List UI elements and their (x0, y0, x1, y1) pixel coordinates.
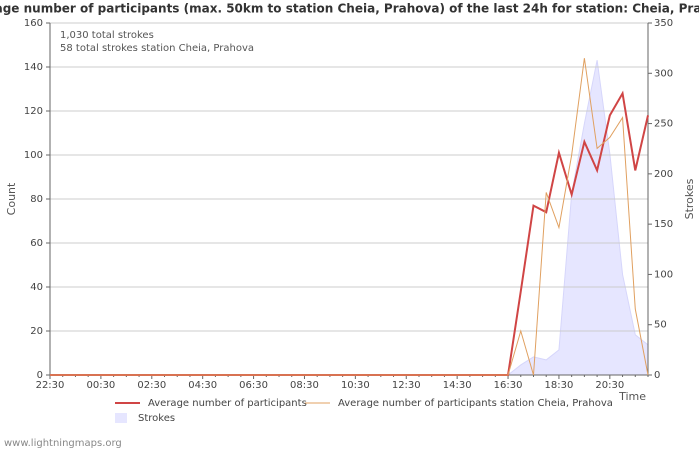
series-line (50, 58, 649, 376)
y2-tick-label: 100 (654, 269, 673, 280)
annotation: 58 total strokes station Cheia, Prahova (60, 43, 254, 54)
legend-label: Average number of participants station C… (338, 398, 613, 409)
y-tick-label: 0 (37, 370, 43, 381)
x-tick-label: 10:30 (341, 380, 370, 391)
y-tick-label: 100 (24, 150, 43, 161)
y-tick-label: 60 (30, 238, 43, 249)
y-tick-label: 160 (24, 18, 43, 29)
y-tick-label: 20 (30, 326, 43, 337)
y2-tick-label: 250 (654, 119, 673, 130)
strokes-area (50, 60, 649, 376)
x-tick-label: 18:30 (545, 380, 574, 391)
y2-tick-label: 50 (654, 320, 667, 331)
annotation: 1,030 total strokes (60, 30, 154, 41)
x-axis-label: Time (618, 390, 646, 403)
y-tick-label: 140 (24, 62, 43, 73)
y2-tick-label: 150 (654, 219, 673, 230)
x-tick-label: 12:30 (392, 380, 421, 391)
x-tick-label: 14:30 (443, 380, 472, 391)
y-tick-label: 40 (30, 282, 43, 293)
x-tick-label: 22:30 (36, 380, 65, 391)
x-tick-label: 04:30 (188, 380, 217, 391)
footer: www.lightningmaps.org (4, 438, 122, 449)
y-tick-label: 120 (24, 106, 43, 117)
chart-title: Average number of participants (max. 50k… (0, 2, 699, 16)
series-line (50, 90, 649, 376)
x-tick-label: 06:30 (239, 380, 268, 391)
y2-tick-label: 350 (654, 18, 673, 29)
y2-tick-label: 300 (654, 68, 673, 79)
y2-axis-label: Strokes (683, 178, 696, 219)
x-tick-label: 08:30 (290, 380, 319, 391)
y-axis-label: Count (5, 182, 18, 215)
y2-tick-label: 200 (654, 169, 673, 180)
legend-label: Average number of participants (148, 398, 307, 409)
y2-tick-label: 0 (654, 370, 660, 381)
x-tick-label: 02:30 (137, 380, 166, 391)
y-tick-label: 80 (30, 194, 43, 205)
legend-label: Strokes (138, 413, 175, 424)
legend-swatch (115, 413, 127, 423)
x-tick-label: 20:30 (595, 380, 624, 391)
x-tick-label: 16:30 (494, 380, 523, 391)
x-tick-label: 00:30 (86, 380, 115, 391)
